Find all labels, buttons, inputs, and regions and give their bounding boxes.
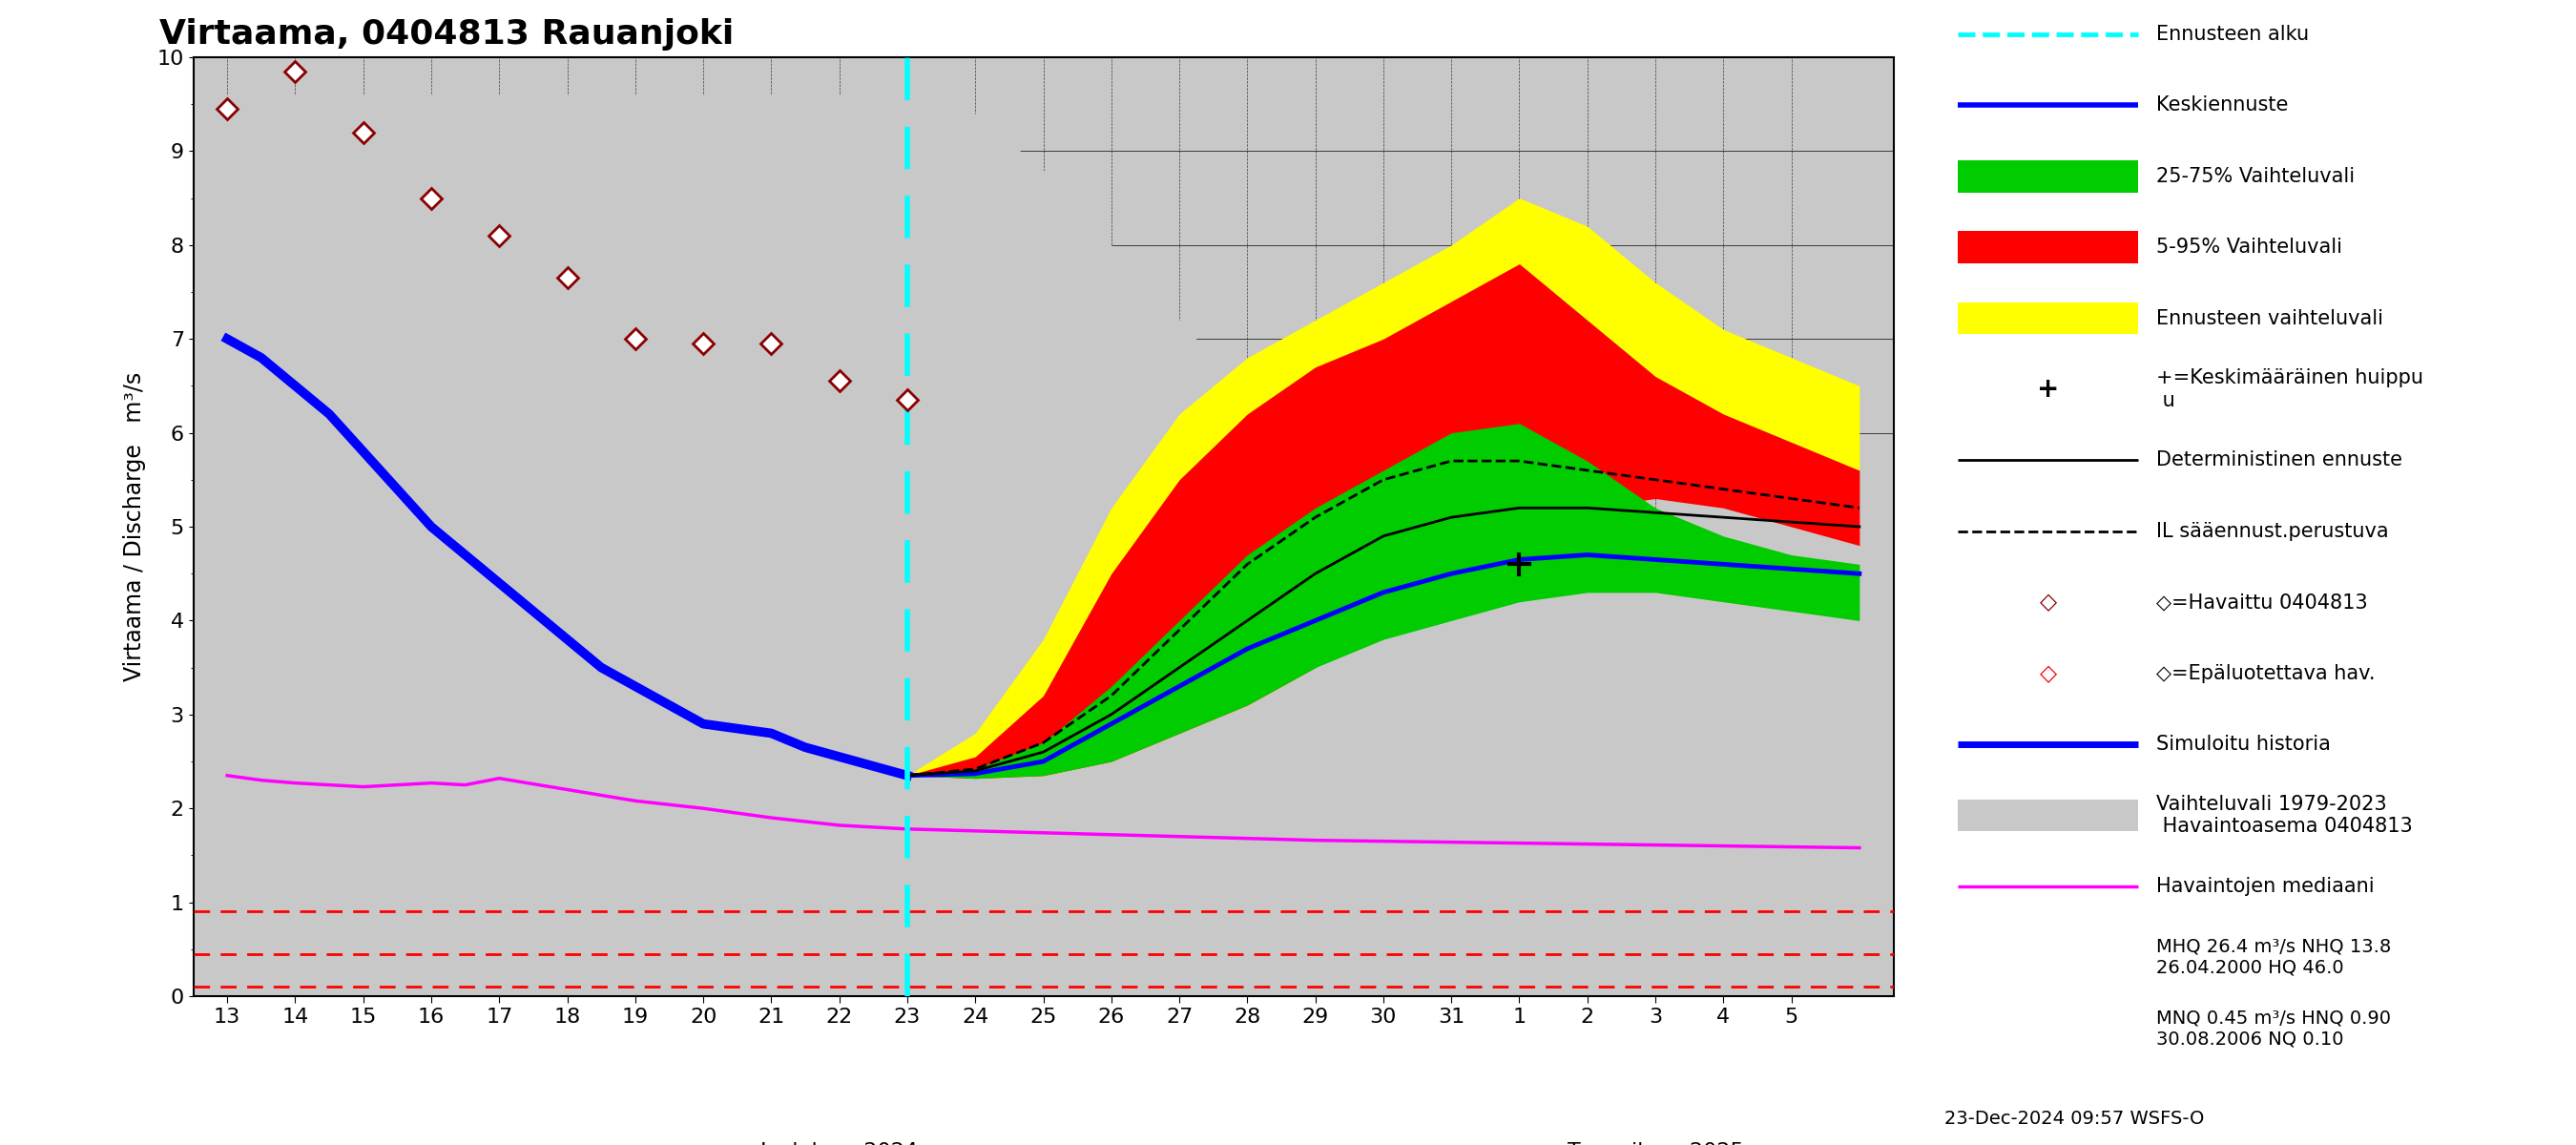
Text: Deterministinen ennuste: Deterministinen ennuste (2156, 451, 2403, 469)
Text: Ennusteen alku: Ennusteen alku (2156, 25, 2308, 44)
Text: 5-95% Vaihteluvali: 5-95% Vaihteluvali (2156, 238, 2342, 256)
Text: IL sääennust.perustuva: IL sääennust.perustuva (2156, 522, 2388, 540)
Text: MNQ 0.45 m³/s HNQ 0.90
30.08.2006 NQ 0.10: MNQ 0.45 m³/s HNQ 0.90 30.08.2006 NQ 0.1… (2156, 1009, 2391, 1048)
Text: Keskiennuste: Keskiennuste (2156, 96, 2287, 115)
Text: ◇: ◇ (2040, 662, 2056, 685)
Text: 23-Dec-2024 09:57 WSFS-O: 23-Dec-2024 09:57 WSFS-O (1945, 1110, 2205, 1128)
Text: Ennusteen vaihteluvali: Ennusteen vaihteluvali (2156, 309, 2383, 327)
Text: Simuloitu historia: Simuloitu historia (2156, 735, 2331, 753)
Text: ◇=Epäluotettava hav.: ◇=Epäluotettava hav. (2156, 664, 2375, 682)
Text: Havaintojen mediaani: Havaintojen mediaani (2156, 877, 2375, 895)
Text: MHQ 26.4 m³/s NHQ 13.8
26.04.2000 HQ 46.0: MHQ 26.4 m³/s NHQ 13.8 26.04.2000 HQ 46.… (2156, 938, 2391, 977)
Text: Vaihteluvali 1979-2023
 Havaintoasema 0404813: Vaihteluvali 1979-2023 Havaintoasema 040… (2156, 795, 2414, 836)
Text: Tammikuu  2025
January: Tammikuu 2025 January (1566, 1142, 1744, 1145)
Text: +: + (2038, 376, 2058, 403)
Text: ◇=Havaittu 0404813: ◇=Havaittu 0404813 (2156, 593, 2367, 611)
Text: ◇: ◇ (2040, 591, 2056, 614)
Text: Virtaama, 0404813 Rauanjoki: Virtaama, 0404813 Rauanjoki (160, 18, 734, 50)
Text: Joulukuu  2024
December: Joulukuu 2024 December (760, 1142, 920, 1145)
Text: +=Keskimääräinen huippu
 u: +=Keskimääräinen huippu u (2156, 369, 2424, 410)
Text: 25-75% Vaihteluvali: 25-75% Vaihteluvali (2156, 167, 2354, 185)
Y-axis label: Virtaama / Discharge   m³/s: Virtaama / Discharge m³/s (124, 372, 147, 681)
